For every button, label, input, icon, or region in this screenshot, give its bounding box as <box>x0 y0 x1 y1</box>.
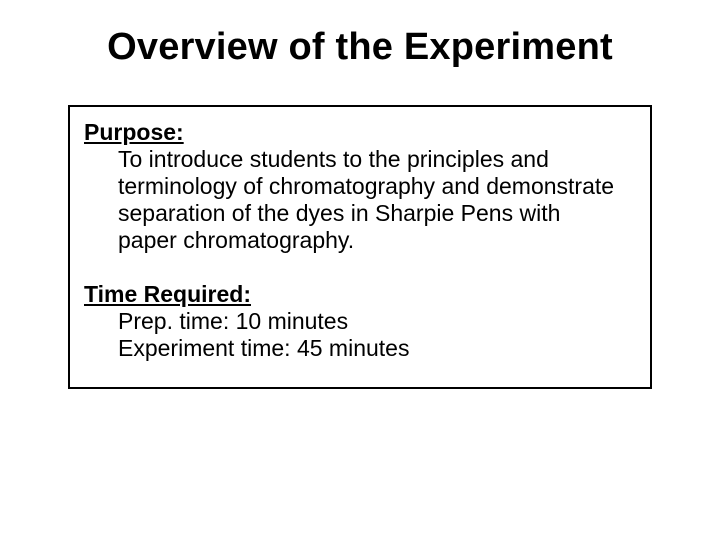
purpose-label: Purpose: <box>84 119 636 146</box>
purpose-section: Purpose: To introduce students to the pr… <box>84 119 636 255</box>
time-label: Time Required: <box>84 281 636 308</box>
time-line-prep: Prep. time: 10 minutes <box>118 308 636 336</box>
slide: Overview of the Experiment Purpose: To i… <box>0 0 720 540</box>
content-box: Purpose: To introduce students to the pr… <box>68 105 652 389</box>
slide-title: Overview of the Experiment <box>40 26 680 69</box>
purpose-body: To introduce students to the principles … <box>118 146 616 255</box>
time-line-experiment: Experiment time: 45 minutes <box>118 335 636 363</box>
time-section: Time Required: Prep. time: 10 minutes Ex… <box>84 281 636 363</box>
